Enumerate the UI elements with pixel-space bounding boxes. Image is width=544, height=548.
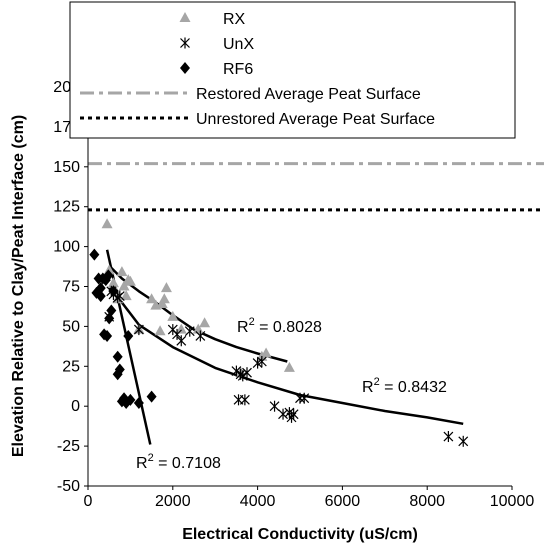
rf6-point xyxy=(114,363,125,376)
trendlines xyxy=(105,249,464,445)
rx-point xyxy=(160,282,172,293)
rf6-point xyxy=(103,269,114,282)
unx-point xyxy=(172,328,182,340)
unrestored-average-peat-surface-legend-label: Unrestored Average Peat Surface xyxy=(196,111,435,128)
rx-legend-marker xyxy=(179,12,191,22)
unx-r2-label: R2 = 0.8432 xyxy=(362,376,447,396)
x-axis-title: Electrical Conductivity (uS/cm) xyxy=(182,526,418,543)
rf6-point xyxy=(123,329,134,342)
y-tick-label: 25 xyxy=(62,358,80,375)
rx-point xyxy=(124,275,136,286)
y-tick-label: 150 xyxy=(53,159,80,176)
tick-labels: 0 2000 4000 6000 8000 10000 -50 -25 0 25 50 75 100 12… xyxy=(53,79,534,510)
r2-labels: R2 = 0.8028 R2 = 0.8432 R2 = 0.7108 xyxy=(136,316,447,472)
legend: RX UnX RF6 Restored Average Peat Surface Unr… xyxy=(69,1,516,139)
y-tick-label: 0 xyxy=(71,398,80,415)
rx-r2-label: R2 = 0.8028 xyxy=(237,316,322,336)
y-tick-label: 50 xyxy=(62,318,80,335)
rx-legend-label: RX xyxy=(223,11,246,28)
y-tick-label: -50 xyxy=(57,478,80,495)
unx-legend-label: UnX xyxy=(223,36,254,53)
rx-point xyxy=(116,266,128,277)
axes xyxy=(87,87,512,487)
unx-point xyxy=(269,400,280,412)
unx-point xyxy=(133,324,144,336)
rf6-point xyxy=(106,304,117,317)
unx-point xyxy=(256,356,267,368)
rx-point xyxy=(175,323,187,334)
rf6-point xyxy=(146,390,157,403)
x-tick-label: 8000 xyxy=(409,493,445,510)
y-tick-label: 75 xyxy=(62,279,80,296)
rf6-point xyxy=(108,285,119,298)
rf6-point xyxy=(89,248,100,261)
y-axis-title: Elevation Relative to Clay/Peat Interfac… xyxy=(10,115,27,457)
unx-point xyxy=(242,367,252,379)
y-tick-label: 100 xyxy=(53,239,80,256)
restored-average-peat-surface-legend-label: Restored Average Peat Surface xyxy=(196,86,421,103)
unx-point xyxy=(458,435,469,447)
unx-point xyxy=(195,330,206,342)
rx-point xyxy=(158,293,170,304)
unx-point xyxy=(231,365,242,377)
unx-point xyxy=(288,408,299,420)
rx-point xyxy=(101,218,113,229)
rf6-point xyxy=(95,290,106,303)
x-tick-label: 4000 xyxy=(240,493,276,510)
unx-point xyxy=(443,431,454,443)
rx-point xyxy=(192,323,204,334)
unx-point xyxy=(278,408,288,420)
rx-point xyxy=(283,361,295,372)
rx-trendline xyxy=(108,264,288,363)
y-tick-label: 125 xyxy=(53,199,80,216)
rx-point xyxy=(120,290,132,301)
unx-point xyxy=(184,325,195,337)
rx-point xyxy=(167,310,179,321)
rf6-point xyxy=(125,393,136,406)
x-tick-label: 6000 xyxy=(325,493,361,510)
rf6-point xyxy=(102,329,113,342)
rf6-point xyxy=(112,350,123,363)
rf6-point xyxy=(133,397,144,410)
rx-point xyxy=(107,277,119,288)
x-tick-label: 2000 xyxy=(155,493,191,510)
rx-point xyxy=(118,280,130,291)
data-markers xyxy=(89,218,469,447)
unx-trendline xyxy=(108,287,464,426)
unx-point xyxy=(237,370,248,382)
rx-point xyxy=(146,293,158,304)
unx-point xyxy=(239,394,250,406)
rf6-legend-marker xyxy=(180,62,190,74)
unx-legend-marker xyxy=(180,37,190,49)
rf6-point xyxy=(95,282,106,295)
rx-point xyxy=(199,317,211,328)
rf6-r2-label: R2 = 0.7108 xyxy=(136,452,221,472)
reference-lines xyxy=(88,162,544,212)
unx-point xyxy=(176,335,187,347)
y-tick-label: -25 xyxy=(57,438,80,455)
rx-point xyxy=(260,347,272,358)
rx-point xyxy=(154,325,166,336)
rf6-legend-label: RF6 xyxy=(223,61,253,78)
x-tick-label: 0 xyxy=(84,493,93,510)
unx-point xyxy=(299,392,310,404)
legend-box xyxy=(69,1,516,139)
x-tick-label: 10000 xyxy=(490,493,535,510)
